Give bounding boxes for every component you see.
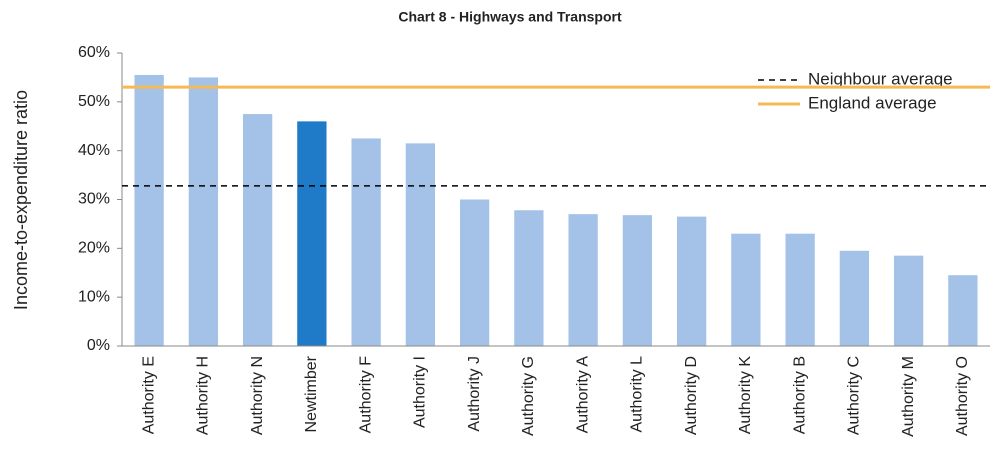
- y-axis-label: Income-to-expenditure ratio: [11, 90, 31, 310]
- bar: [785, 233, 815, 346]
- x-tick-label: Authority N: [249, 356, 266, 435]
- legend-label: England average: [808, 93, 937, 112]
- x-tick-label: Authority D: [683, 356, 700, 435]
- x-tick-label: Newtimber: [303, 355, 320, 432]
- x-tick-label: Authority A: [574, 356, 591, 434]
- y-tick-label: 50%: [78, 93, 110, 110]
- y-tick-label: 0%: [87, 337, 110, 354]
- bar: [622, 215, 653, 346]
- x-tick-label: Authority G: [520, 356, 537, 436]
- x-tick-label: Authority J: [466, 356, 483, 432]
- bar: [459, 199, 490, 346]
- bar: [731, 233, 761, 346]
- bar: [514, 210, 544, 346]
- bar: [839, 250, 870, 346]
- bar: [351, 138, 381, 346]
- bar: [948, 275, 978, 346]
- y-tick-label: 20%: [78, 240, 110, 257]
- x-tick-label: Authority O: [954, 356, 971, 436]
- x-tick-label: Authority L: [629, 356, 646, 433]
- y-tick-label: 60%: [78, 44, 110, 61]
- bar: [188, 77, 219, 347]
- bar: [405, 143, 436, 346]
- chart-title: Chart 8 - Highways and Transport: [398, 9, 622, 25]
- x-tick-label: Authority E: [140, 356, 157, 434]
- bar: [297, 121, 327, 346]
- x-tick-label: Authority H: [195, 356, 212, 435]
- x-tick-label: Authority I: [412, 356, 429, 428]
- x-tick-label: Authority K: [737, 356, 754, 435]
- y-tick-label: 30%: [78, 191, 110, 208]
- bar: [242, 114, 273, 347]
- bar: [134, 74, 164, 346]
- bar: [893, 255, 924, 346]
- bar: [676, 216, 707, 346]
- x-tick-label: Authority F: [357, 356, 374, 434]
- x-tick-label: Authority M: [900, 356, 917, 437]
- x-tick-label: Authority B: [791, 356, 808, 434]
- y-tick-label: 40%: [78, 142, 110, 159]
- bar: [568, 214, 598, 346]
- y-tick-label: 10%: [78, 288, 110, 305]
- x-tick-label: Authority C: [846, 356, 863, 435]
- legend-label: Neighbour average: [808, 69, 953, 88]
